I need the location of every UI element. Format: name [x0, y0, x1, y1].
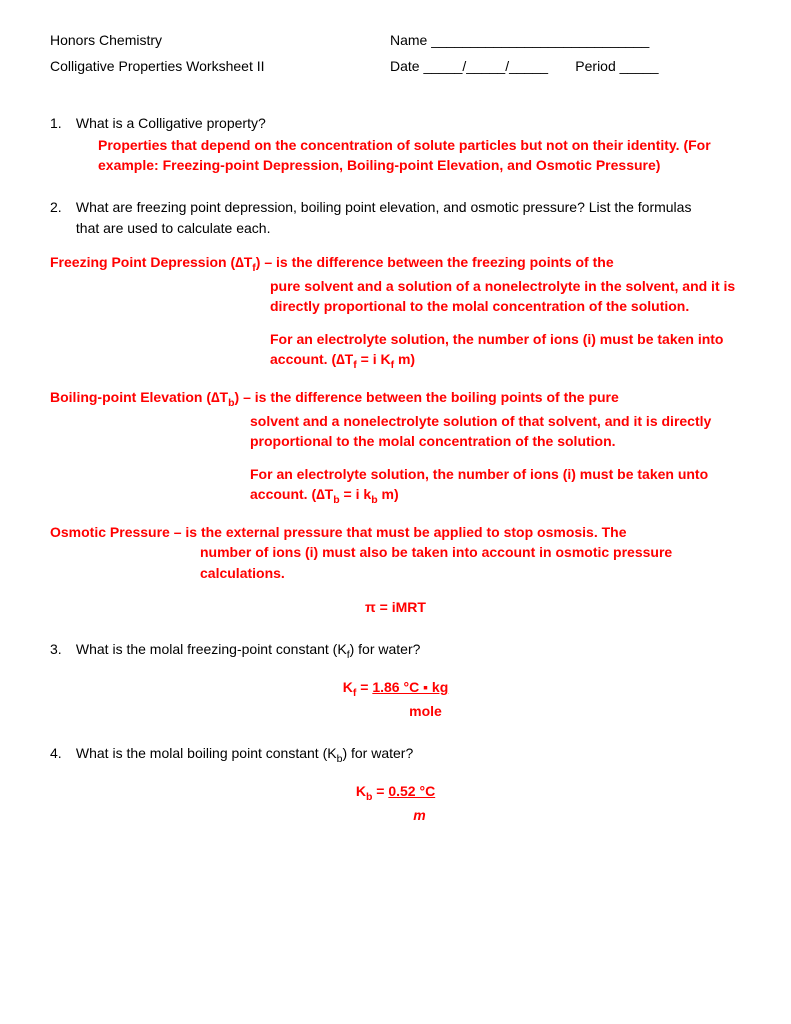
- bpe-title: Boiling-point Elevation (∆T: [50, 389, 228, 405]
- q4-ans-num: 0.52 °C: [388, 783, 435, 799]
- name-field: Name ____________________________: [390, 30, 741, 50]
- osm-formula: π = iMRT: [50, 597, 741, 617]
- course-name: Honors Chemistry: [50, 30, 390, 50]
- q2-number: 2.: [50, 197, 72, 217]
- q3-answer: Kf = 1.86 °C ▪ kg mole: [50, 677, 741, 721]
- fpd-def3b: = i K: [357, 351, 391, 367]
- q4-number: 4.: [50, 743, 72, 763]
- q4-text: What is the molal boiling point constant…: [76, 743, 716, 767]
- header-row-1: Honors Chemistry Name __________________…: [50, 30, 741, 50]
- fpd-def3: For an electrolyte solution, the number …: [270, 329, 741, 373]
- osmotic-block: Osmotic Pressure – is the external press…: [50, 522, 741, 617]
- bpe-def2: solvent and a nonelectrolyte solution of…: [250, 411, 741, 452]
- fpd-def3c: m): [394, 351, 415, 367]
- date-field: Date _____/_____/_____: [390, 58, 548, 74]
- bpe-def3b: = i k: [340, 486, 372, 502]
- worksheet-page: Honors Chemistry Name __________________…: [0, 0, 791, 856]
- q1-text: What is a Colligative property?: [76, 113, 716, 133]
- q3-ans-denom: mole: [409, 703, 442, 719]
- question-1: 1. What is a Colligative property? Prope…: [50, 113, 741, 176]
- q3-ans-k: K: [343, 679, 353, 695]
- osm-title: Osmotic Pressure –: [50, 524, 185, 540]
- q3-ans-num: 1.86 °C ▪ kg: [372, 679, 448, 695]
- q2-text: What are freezing point depression, boil…: [76, 197, 716, 238]
- fpd-block: Freezing Point Depression (∆Tf) – is the…: [50, 252, 741, 373]
- q4-ans-denom: m: [413, 807, 425, 823]
- q4-text-b: ) for water?: [342, 745, 413, 761]
- q3-text-a: What is the molal freezing-point constan…: [76, 641, 347, 657]
- bpe-title2: ) –: [235, 389, 255, 405]
- bpe-def3c: m): [378, 486, 399, 502]
- date-period: Date _____/_____/_____ Period _____: [390, 56, 741, 76]
- question-2: 2. What are freezing point depression, b…: [50, 197, 741, 238]
- q1-number: 1.: [50, 113, 72, 133]
- fpd-title2: ) –: [256, 254, 276, 270]
- q3-number: 3.: [50, 639, 72, 659]
- q4-text-a: What is the molal boiling point constant…: [76, 745, 337, 761]
- q3-text-b: ) for water?: [350, 641, 421, 657]
- bpe-def1: is the difference between the boiling po…: [255, 389, 619, 405]
- q4-ans-eq: =: [372, 783, 388, 799]
- osm-def2: number of ions (i) must also be taken in…: [200, 542, 741, 583]
- q3-ans-eq: =: [356, 679, 372, 695]
- bpe-def3: For an electrolyte solution, the number …: [250, 464, 741, 508]
- q4-answer: Kb = 0.52 °C m: [50, 781, 741, 825]
- fpd-def2: pure solvent and a solution of a nonelec…: [270, 276, 741, 317]
- question-3: 3. What is the molal freezing-point cons…: [50, 639, 741, 721]
- bpe-def3a: For an electrolyte solution, the number …: [250, 466, 708, 502]
- fpd-def1: is the difference between the freezing p…: [276, 254, 614, 270]
- worksheet-title: Colligative Properties Worksheet II: [50, 56, 390, 76]
- header-row-2: Colligative Properties Worksheet II Date…: [50, 56, 741, 76]
- question-4: 4. What is the molal boiling point const…: [50, 743, 741, 825]
- q4-ans-k: K: [356, 783, 366, 799]
- osm-def1: is the external pressure that must be ap…: [185, 524, 626, 540]
- fpd-title: Freezing Point Depression (∆T: [50, 254, 252, 270]
- q3-text: What is the molal freezing-point constan…: [76, 639, 716, 663]
- bpe-block: Boiling-point Elevation (∆Tb) – is the d…: [50, 387, 741, 508]
- period-field: Period _____: [575, 58, 658, 74]
- fpd-def3a: For an electrolyte solution, the number …: [270, 331, 723, 367]
- q1-answer: Properties that depend on the concentrat…: [98, 135, 741, 176]
